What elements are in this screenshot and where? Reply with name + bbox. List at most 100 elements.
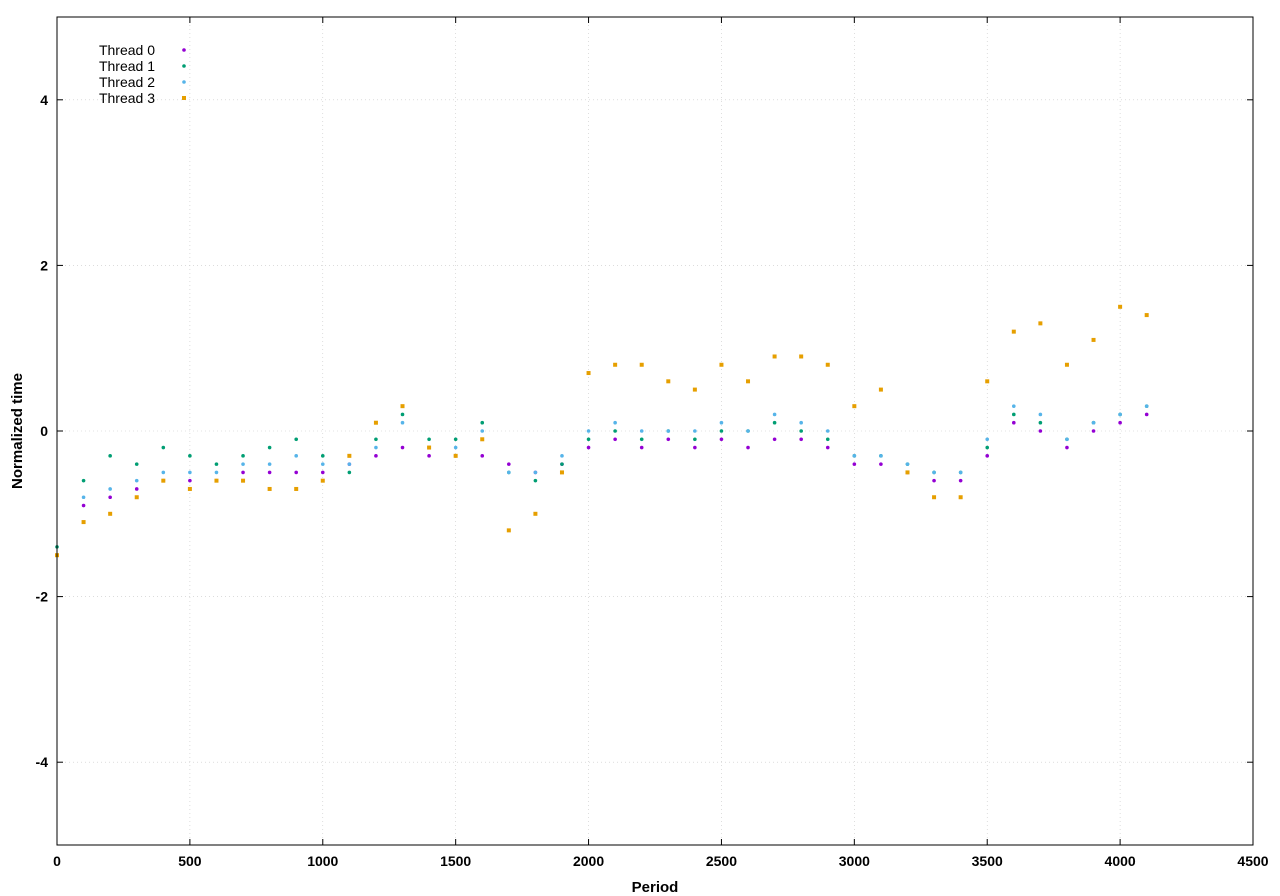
x-tick-label: 4500 (1237, 853, 1268, 869)
data-point (1118, 412, 1122, 417)
data-point (613, 429, 617, 433)
data-point (746, 379, 751, 384)
data-point (81, 478, 86, 483)
axis-ticks: 0 500 1000 1500 2000 2500 3000 3500 4000 4500 -4 -2… (36, 17, 1269, 869)
data-point (1144, 404, 1149, 408)
data-point (506, 528, 511, 533)
data-point (214, 470, 219, 475)
data-point (799, 354, 804, 359)
data-point (480, 420, 485, 425)
data-point (746, 429, 750, 433)
data-point (772, 420, 777, 425)
data-point (693, 445, 697, 450)
data-point (320, 478, 325, 483)
data-point (108, 495, 112, 500)
series-thread-0 (55, 412, 1149, 557)
data-point (905, 462, 910, 466)
data-point (719, 362, 724, 367)
data-point (161, 445, 166, 450)
data-point (187, 486, 192, 491)
data-point (241, 470, 245, 475)
legend-marker (182, 96, 186, 100)
data-point (267, 445, 272, 450)
data-point (188, 478, 192, 483)
data-point (480, 437, 485, 442)
data-point (373, 420, 378, 425)
data-point (400, 404, 405, 409)
data-point (746, 445, 750, 450)
data-point (1065, 437, 1069, 442)
data-point (427, 445, 432, 450)
data-point (932, 470, 936, 475)
data-point (427, 454, 431, 458)
data-point (639, 362, 644, 367)
data-point (559, 470, 564, 475)
data-point (1038, 321, 1043, 326)
data-point (108, 487, 112, 491)
y-tick-label: 4 (40, 92, 48, 108)
data-point (214, 462, 219, 466)
data-point (453, 453, 458, 458)
y-tick-label: -4 (36, 754, 49, 770)
data-point (453, 445, 458, 450)
data-point (586, 445, 591, 450)
data-point (134, 495, 139, 500)
data-point (693, 429, 697, 433)
data-point (985, 437, 990, 442)
legend-marker (182, 48, 186, 52)
data-point (161, 478, 166, 483)
data-point (400, 412, 405, 417)
data-point (320, 470, 325, 475)
data-point (932, 495, 937, 500)
data-point (294, 470, 299, 475)
grid-lines (57, 17, 1253, 845)
data-point (241, 478, 246, 483)
data-point (1144, 412, 1149, 417)
x-tick-label: 3500 (972, 853, 1003, 869)
data-point (666, 437, 671, 442)
data-point (958, 495, 963, 500)
data-point (772, 437, 777, 442)
data-point (1038, 420, 1043, 425)
data-point (852, 404, 857, 409)
data-point (825, 437, 830, 442)
x-tick-label: 500 (178, 853, 202, 869)
data-point (241, 454, 245, 458)
data-point (613, 362, 618, 367)
data-point (613, 420, 617, 425)
data-point (320, 462, 325, 466)
y-tick-label: 0 (40, 423, 48, 439)
data-point (985, 445, 990, 450)
legend-marker (182, 80, 186, 84)
data-point (453, 437, 458, 442)
data-point (81, 503, 86, 508)
data-point (1038, 429, 1043, 433)
data-point (533, 478, 538, 483)
data-point (852, 454, 857, 458)
data-point (267, 462, 272, 466)
data-point (294, 454, 299, 458)
data-point (480, 429, 485, 433)
data-point (958, 470, 963, 475)
data-point (586, 437, 591, 442)
data-point (985, 379, 990, 384)
data-point (1118, 304, 1123, 309)
data-point (400, 445, 405, 450)
data-point (825, 429, 830, 433)
data-point (134, 478, 139, 483)
legend-label: Thread 0 (99, 42, 155, 58)
data-point (692, 387, 697, 392)
data-point (932, 478, 936, 483)
data-point (1011, 329, 1016, 334)
data-point (1144, 313, 1149, 318)
data-point (799, 429, 803, 433)
data-point (188, 454, 192, 458)
legend-label: Thread 1 (99, 58, 155, 74)
data-point (1091, 337, 1096, 342)
data-point (1038, 412, 1043, 417)
data-point (161, 470, 166, 475)
legend-label: Thread 2 (99, 74, 155, 90)
legend-marker (182, 64, 186, 68)
data-point (639, 445, 644, 450)
data-point (214, 478, 219, 483)
